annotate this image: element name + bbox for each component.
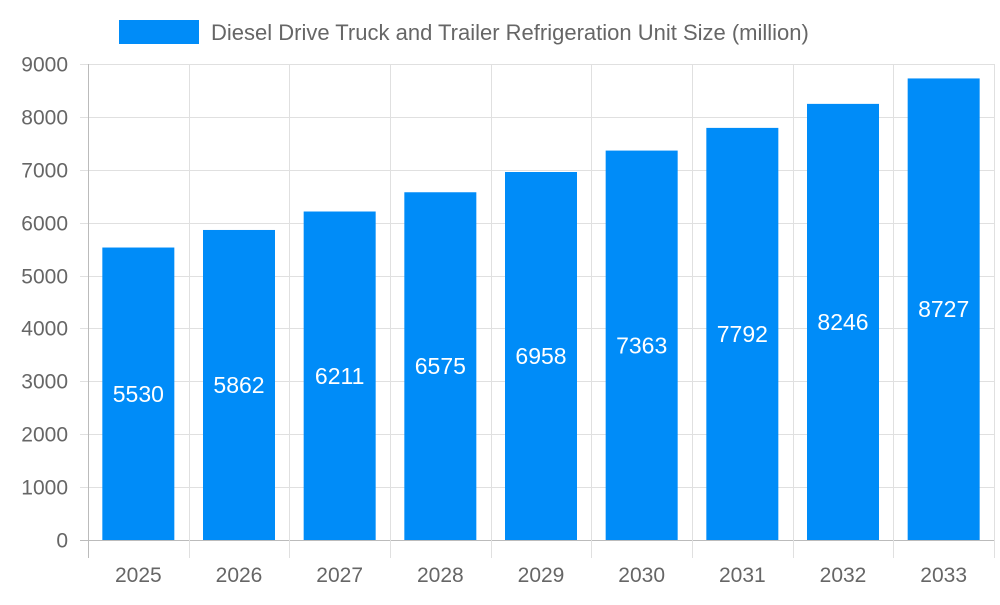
x-tick-label: 2026 — [216, 564, 263, 587]
legend[interactable]: Diesel Drive Truck and Trailer Refrigera… — [119, 20, 809, 45]
y-tick-label: 2000 — [21, 424, 68, 447]
data-label: 8727 — [918, 296, 969, 322]
x-tick-label: 2033 — [920, 564, 967, 587]
data-label: 5862 — [213, 372, 264, 398]
legend-label: Diesel Drive Truck and Trailer Refrigera… — [211, 20, 809, 45]
x-tick-label: 2031 — [719, 564, 766, 587]
data-label: 5530 — [113, 381, 164, 407]
x-tick-label: 2028 — [417, 564, 464, 587]
bars: 5530 5862 6211 6575 6958 7363 7792 8246 8727 — [102, 78, 980, 541]
y-tick-label: 3000 — [21, 371, 68, 394]
bar-2033 — [907, 78, 980, 541]
data-label: 6211 — [315, 363, 364, 389]
y-tick-label: 4000 — [21, 318, 68, 341]
y-tick-label: 7000 — [21, 160, 68, 183]
x-tick-label: 2032 — [820, 564, 867, 587]
bar-2028 — [404, 192, 477, 540]
y-tick-label: 1000 — [21, 477, 68, 500]
data-label: 8246 — [817, 309, 868, 335]
y-tick-label: 0 — [56, 530, 68, 553]
y-tick-label: 5000 — [21, 266, 68, 289]
bar-2032 — [807, 103, 879, 540]
x-tick-label: 2030 — [618, 564, 665, 587]
bar-2025 — [102, 247, 175, 540]
data-label: 6575 — [415, 353, 466, 379]
bar-2031 — [706, 127, 779, 541]
data-label: 6958 — [515, 343, 566, 369]
bar-2026 — [203, 229, 275, 540]
y-tick-label: 6000 — [21, 213, 68, 236]
x-tick-label: 2025 — [115, 564, 162, 587]
axes: 0 1000 2000 3000 4000 5000 6000 7000 8000 9000 202… — [21, 54, 967, 588]
bar-2029 — [505, 171, 577, 540]
y-tick-label: 9000 — [21, 54, 68, 77]
x-tick-label: 2027 — [316, 564, 363, 587]
legend-swatch — [119, 20, 199, 44]
x-tick-label: 2029 — [518, 564, 565, 587]
bar-2027 — [303, 211, 376, 540]
data-label: 7792 — [717, 321, 768, 347]
data-label: 7363 — [616, 332, 667, 358]
bar-2030 — [605, 150, 678, 541]
y-tick-label: 8000 — [21, 107, 68, 130]
